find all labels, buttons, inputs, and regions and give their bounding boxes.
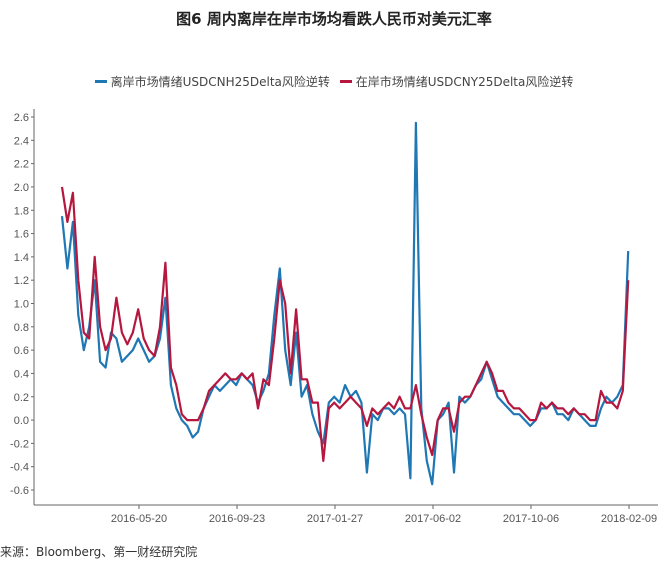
y-tick-label: -0.4 [10, 462, 29, 474]
legend-swatch-cnh [94, 80, 107, 83]
x-tick-label: 2018-02-09 [601, 513, 657, 525]
x-tick-label: 2017-10-06 [503, 513, 559, 525]
y-tick-label: 1.6 [14, 229, 29, 241]
y-tick-label: 1.4 [14, 252, 29, 264]
y-tick-label: 0.0 [14, 415, 29, 427]
y-tick-label: 0.4 [14, 368, 29, 380]
legend: 离岸市场情绪USDCNH25Delta风险逆转 在岸市场情绪USDCNY25De… [0, 72, 668, 90]
legend-swatch-cny [339, 80, 352, 83]
y-tick-label: 1.8 [14, 205, 29, 217]
y-tick-label: 1.2 [14, 275, 29, 287]
y-tick-label: -0.6 [10, 485, 29, 497]
y-tick-label: 2.2 [14, 159, 29, 171]
legend-label-cny: 在岸市场情绪USDCNY25Delta风险逆转 [355, 75, 574, 89]
chart-title: 图6 周内离岸在岸市场均看跌人民币对美元汇率 [176, 10, 492, 28]
legend-item-cnh: 离岸市场情绪USDCNH25Delta风险逆转 [94, 73, 330, 90]
source-note: 来源：Bloomberg、第一财经研究院 [0, 545, 198, 559]
y-tick-label: 1.0 [14, 299, 29, 311]
y-tick-label: 0.8 [14, 322, 29, 334]
series-line-cny [60, 186, 630, 462]
y-tick-label: -0.2 [10, 438, 29, 450]
x-tick-label: 2017-06-02 [405, 513, 461, 525]
legend-label-cnh: 离岸市场情绪USDCNH25Delta风险逆转 [110, 75, 330, 89]
x-tick-label: 2016-09-23 [209, 513, 265, 525]
legend-item-cny: 在岸市场情绪USDCNY25Delta风险逆转 [339, 73, 574, 90]
y-tick-label: 0.2 [14, 392, 29, 404]
y-tick-label: 2.0 [14, 182, 29, 194]
series-line-cnh [60, 121, 630, 486]
x-tick-label: 2017-01-27 [307, 513, 363, 525]
y-tick-label: 2.4 [14, 135, 29, 147]
y-tick-label: 0.6 [14, 345, 29, 357]
x-tick-label: 2016-05-20 [111, 513, 167, 525]
y-tick-label: 2.6 [14, 112, 29, 124]
